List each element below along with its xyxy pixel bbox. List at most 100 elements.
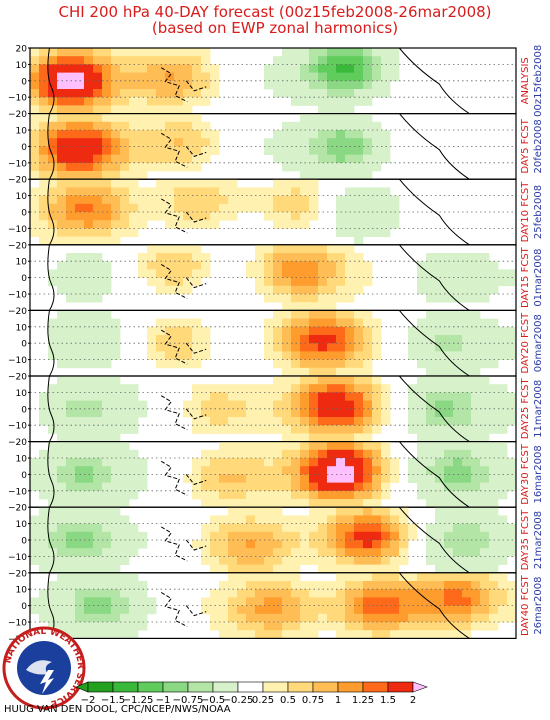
heat-cell [318,89,328,98]
heat-cell [57,269,67,278]
heat-cell [111,605,121,615]
y-tick-label: −10 [8,422,27,432]
heat-cell [111,556,121,565]
heat-cell [57,187,67,196]
heat-cell [30,64,40,73]
heat-cell [435,564,445,574]
heat-cell [48,113,58,123]
heat-cell [507,613,517,623]
heat-cell [201,384,211,393]
heat-cell [372,162,382,172]
colorbar-label: 0.25 [252,695,274,706]
heat-cell [264,466,274,475]
heat-cell [48,138,58,147]
heat-cell [318,417,328,426]
heat-cell [75,466,85,475]
heat-cell [426,613,436,623]
heat-cell [489,441,499,451]
heat-cell [318,294,328,303]
y-tick-label: 0 [21,209,27,219]
heat-cell [66,146,76,155]
heat-cell [399,548,409,557]
heat-cell [156,195,166,205]
heat-cell [192,400,202,410]
heat-cell [381,482,391,492]
heat-cell [453,613,463,623]
heat-cell [237,630,247,639]
heat-cell [336,376,346,385]
heat-cell [345,376,355,385]
heat-cell [174,154,184,164]
heat-cell [192,72,202,82]
heat-cell [255,417,265,426]
heat-cell [66,589,76,598]
heat-cell [354,195,364,205]
heat-cell [156,121,166,131]
heat-cell [264,605,274,615]
heat-cell [336,343,346,352]
heat-cell [156,253,166,262]
heat-cell [507,351,517,360]
heat-cell [291,179,301,188]
heat-cell [147,146,157,155]
heat-cell [147,113,157,123]
heat-cell [30,605,40,615]
heat-cell [66,425,76,434]
heat-cell [363,630,373,639]
heat-cell [93,121,103,131]
heat-cell [453,392,463,401]
heat-cell [165,179,175,188]
heat-cell [489,572,499,582]
heat-cell [354,622,364,631]
heat-cell [480,482,490,492]
heat-cell [174,195,184,205]
colorbar-swatch [237,681,264,693]
heat-cell [372,605,382,615]
heat-cell [147,48,157,57]
heat-cell [111,97,121,106]
heat-cell [381,564,391,574]
heat-cell [372,425,382,434]
heat-cell [435,376,445,385]
heat-cell [165,253,175,262]
heat-cell [489,326,499,336]
heat-cell [219,425,229,434]
coastline-maritime [160,132,207,168]
heat-cell [273,548,283,557]
heat-cell [93,130,103,139]
heat-cell [426,531,436,541]
heat-cell [372,531,382,541]
heat-cell [300,581,310,590]
heat-cell [309,269,319,278]
heat-cell [417,261,427,270]
heat-cell [282,138,292,147]
heat-cell [318,269,328,278]
heat-cell [300,285,310,295]
heat-cell [75,417,85,426]
heat-cell [174,277,184,287]
heat-cell [129,56,139,65]
heat-cell [30,531,40,541]
heat-cell [318,244,328,254]
heat-cell [192,244,202,254]
heat-cell [354,335,364,344]
heat-cell [309,490,319,500]
heat-cell [336,244,346,254]
heat-cell [120,523,130,533]
heat-cell [57,515,67,524]
heat-cell [102,531,112,541]
heat-cell [219,474,229,483]
heat-cell [426,449,436,459]
heat-cell [201,138,211,147]
heat-cell [48,318,58,328]
heat-cell [84,417,94,426]
heat-cell [111,622,121,631]
heat-cell [57,540,67,549]
heat-cell [480,531,490,541]
heat-cell [372,572,382,582]
heat-cell [75,212,85,221]
heat-cell [48,146,58,155]
heat-cell [174,56,184,65]
heat-cell [372,408,382,418]
heat-cell [111,179,121,188]
